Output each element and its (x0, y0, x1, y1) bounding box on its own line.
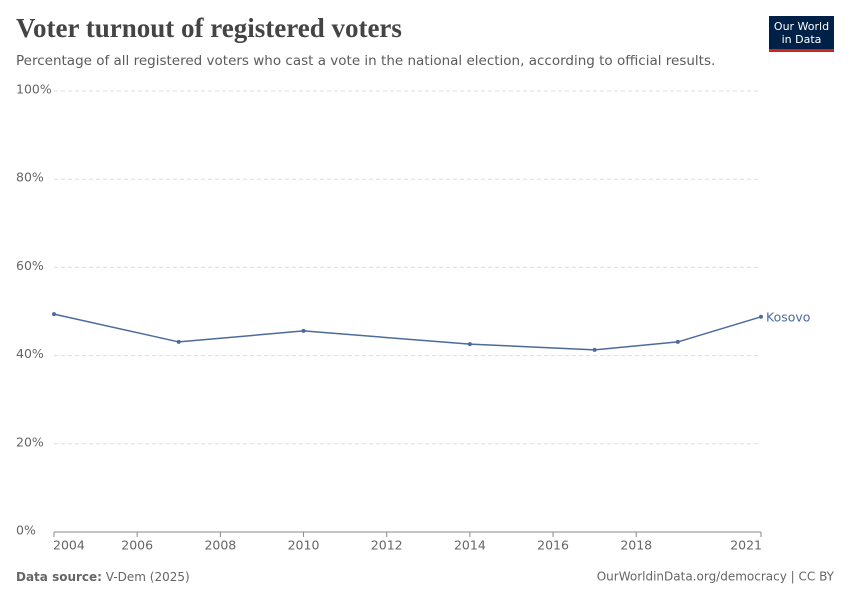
x-tick-label: 2021 (730, 538, 762, 553)
y-tick-label: 40% (16, 346, 44, 361)
y-tick-label: 0% (16, 523, 36, 538)
data-point (176, 339, 181, 344)
x-tick-label: 2010 (288, 538, 320, 553)
data-point (759, 314, 763, 319)
x-tick-label: 2012 (371, 538, 403, 553)
x-tick-label: 2018 (620, 538, 652, 553)
x-tick-label: 2008 (204, 538, 236, 553)
y-tick-label: 20% (16, 434, 44, 449)
logo-stripe (769, 49, 834, 52)
y-tick-label: 100% (16, 82, 52, 97)
y-tick-label: 80% (16, 170, 44, 185)
data-point (52, 312, 56, 317)
logo-text: in Data (782, 33, 822, 46)
data-point (592, 347, 597, 352)
data-point (467, 342, 472, 347)
x-tick-label: 2014 (454, 538, 486, 553)
chart-title: Voter turnout of registered voters (16, 13, 402, 43)
data-point (301, 328, 306, 333)
y-tick-label: 60% (16, 258, 44, 273)
source: V-Dem (2025) (106, 570, 190, 584)
x-tick-label: 2004 (53, 538, 85, 553)
footer-license: OurWorldinData.org/democracy | CC BY (597, 570, 835, 584)
data-point (675, 339, 680, 344)
chart-subtitle: Percentage of all registered voters who … (16, 53, 715, 69)
logo-text: Our World (774, 20, 829, 33)
logo-box (769, 16, 834, 52)
footer-source: Data source: V-Dem (2025) (16, 570, 190, 584)
source-label: Data source: (16, 570, 102, 584)
x-tick-label: 2016 (537, 538, 569, 553)
series-line (53, 313, 762, 351)
series-label: Kosovo (766, 309, 810, 324)
x-tick-label: 2006 (121, 538, 153, 553)
